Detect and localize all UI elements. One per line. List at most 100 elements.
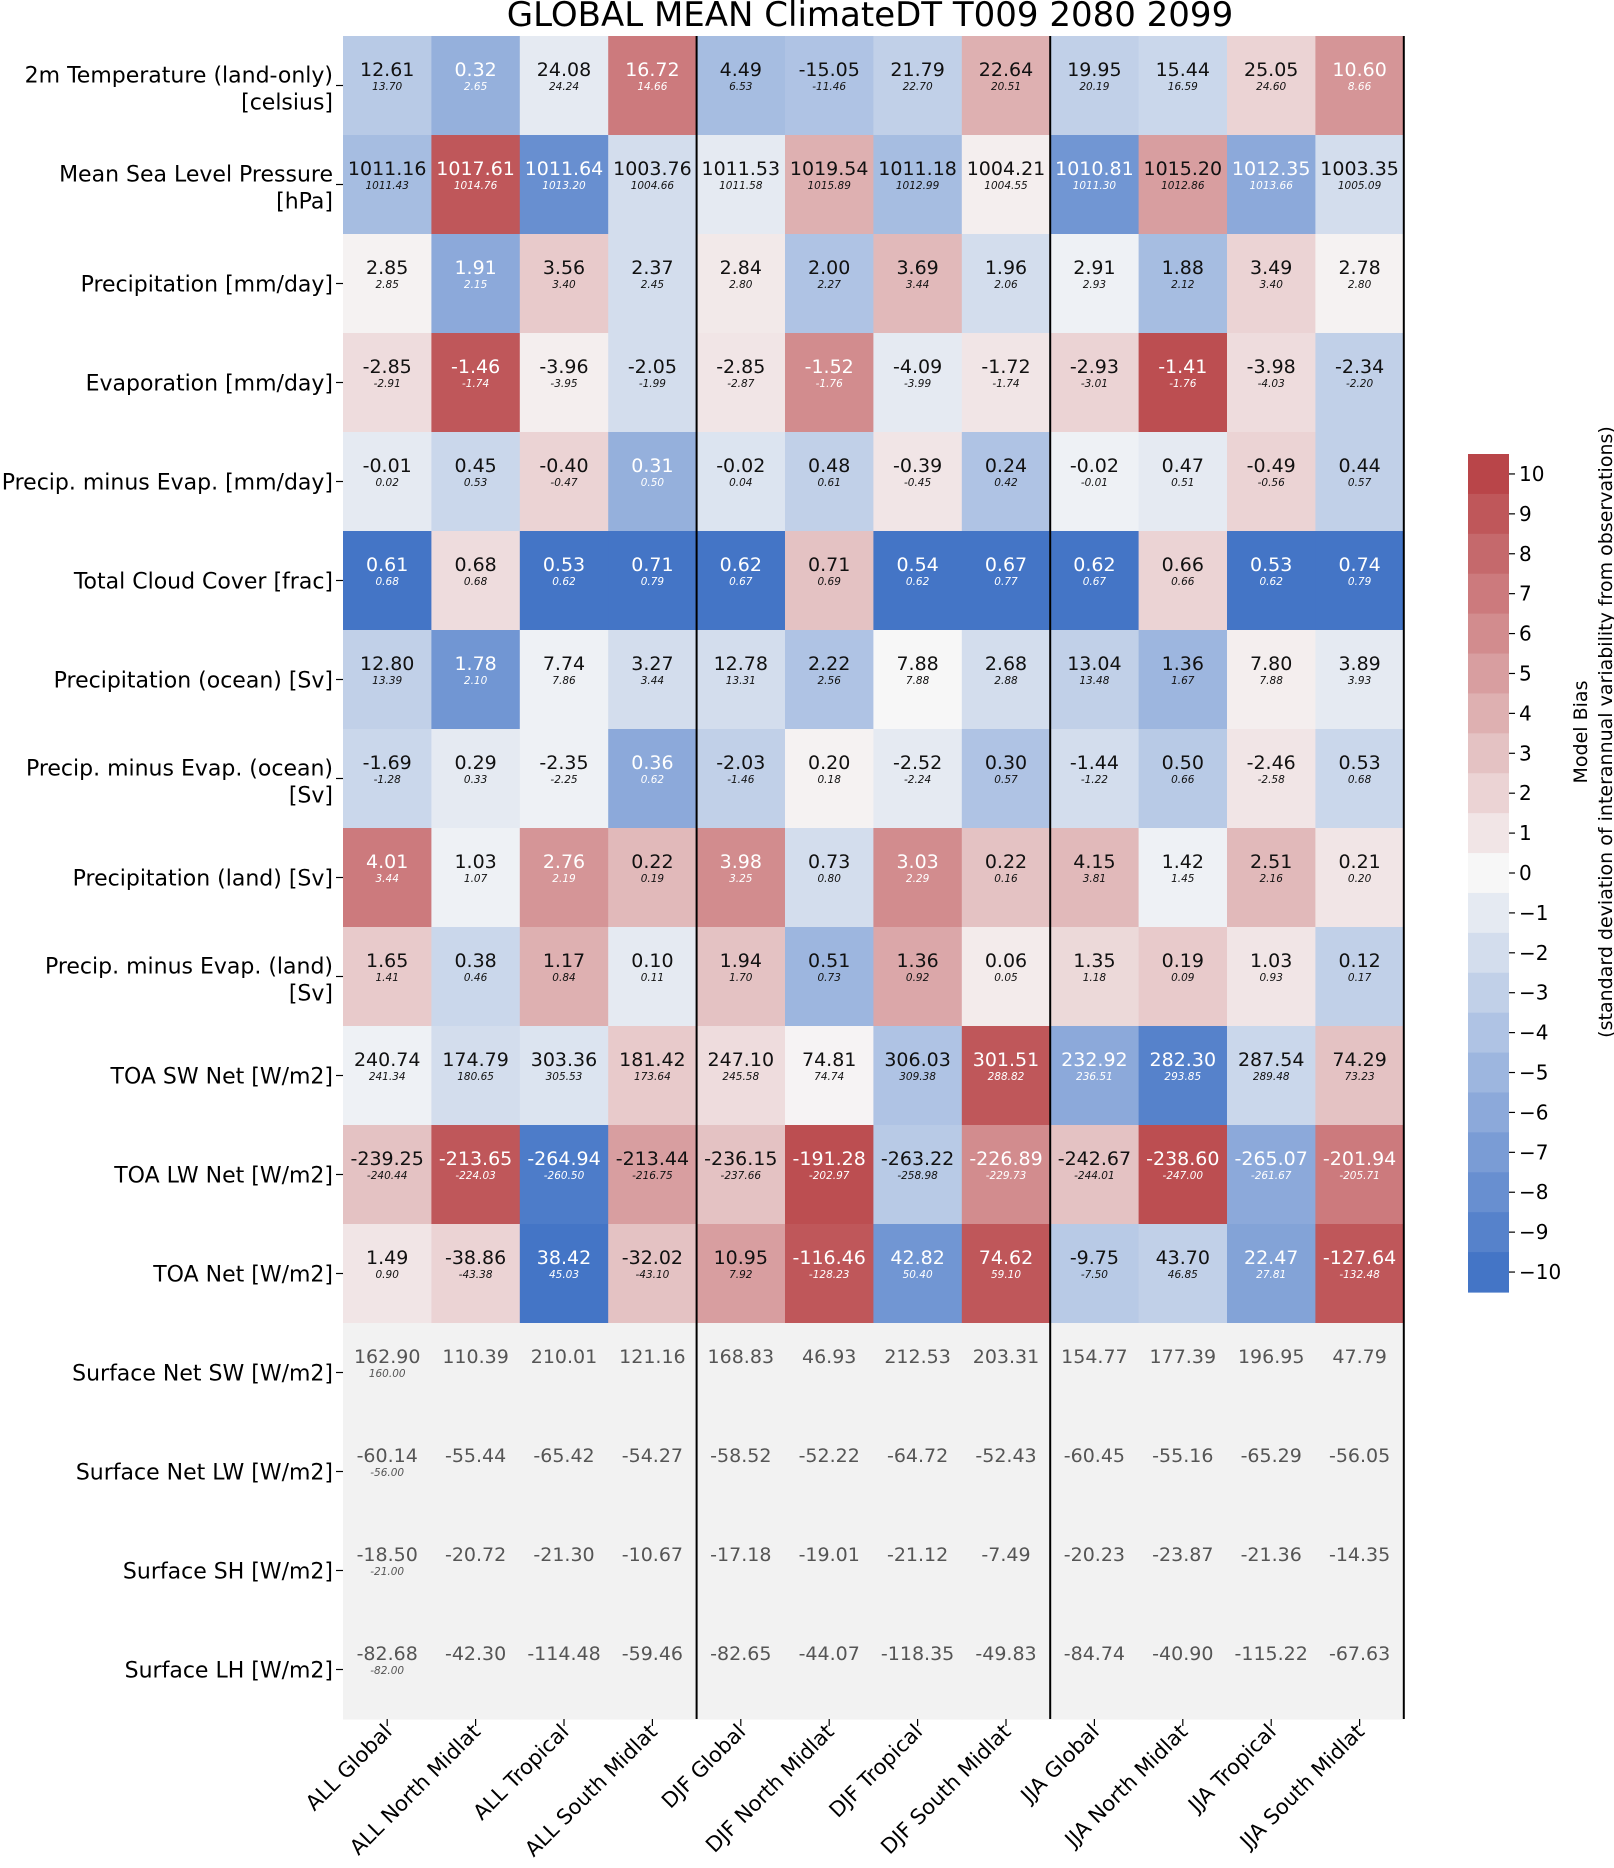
cell-value: -2.46 [1247, 752, 1296, 774]
heatmap-cell [343, 531, 432, 631]
row-label: Surface Net SW [W/m2] [72, 1362, 333, 1387]
heatmap-cell [696, 1125, 786, 1225]
heatmap-cell [961, 531, 1051, 631]
cell-obs-value: 236.51 [1076, 1071, 1113, 1083]
colorbar-tick-label: −5 [1519, 1061, 1548, 1085]
cell-value: 0.50 [1162, 752, 1204, 774]
heatmap-cell [1227, 432, 1316, 532]
cell-value: 19.95 [1067, 59, 1121, 81]
cell-obs-value: 0.62 [641, 774, 665, 786]
cell-obs-value: 2.27 [818, 279, 842, 291]
heatmap-cell [696, 135, 786, 235]
cell-value: 74.81 [802, 1049, 856, 1071]
cell-value: 0.66 [1162, 554, 1204, 576]
cell-obs-value: 0.90 [376, 1269, 400, 1281]
colorbar-tick-label: −1 [1519, 901, 1548, 925]
cell-obs-value: 59.10 [991, 1269, 1021, 1281]
colorbar-band [1468, 1052, 1509, 1094]
cell-value: 2.51 [1250, 851, 1292, 873]
cell-value: 240.74 [354, 1049, 420, 1071]
chart-title: GLOBAL MEAN ClimateDT T009 2080 2099 [507, 0, 1233, 35]
cell-value: 203.31 [973, 1346, 1039, 1368]
heatmap-cell [1138, 333, 1228, 433]
cell-value: 4.49 [720, 59, 762, 81]
column-label: JJA Tropical [1182, 1720, 1280, 1818]
heatmap-cell [696, 630, 786, 730]
heatmap-cell [961, 1323, 1051, 1423]
heatmap-cell [961, 1422, 1051, 1522]
row-label: Evaporation [mm/day] [86, 372, 333, 397]
cell-value: 2.22 [808, 653, 850, 675]
cell-obs-value: 0.79 [641, 576, 665, 588]
cell-value: 0.21 [1338, 851, 1380, 873]
cell-value: 1.65 [366, 950, 408, 972]
cell-value: 247.10 [708, 1049, 774, 1071]
cell-obs-value: 3.25 [729, 873, 753, 885]
cell-obs-value: 16.59 [1168, 81, 1198, 93]
cell-value: 38.42 [537, 1247, 591, 1269]
heatmap-cell [1138, 1026, 1228, 1126]
colorbar-tick-label: −7 [1519, 1140, 1548, 1164]
heatmap-cell [785, 927, 874, 1027]
cell-obs-value: 1013.20 [542, 180, 586, 192]
heatmap-cell [873, 1620, 963, 1720]
cell-value: 196.95 [1238, 1346, 1304, 1368]
heatmap-cell [785, 135, 874, 235]
heatmap-cell [431, 234, 521, 334]
heatmap-cell [343, 1620, 432, 1720]
cell-obs-value: 173.64 [634, 1071, 671, 1083]
cell-value: -242.67 [1058, 1148, 1131, 1170]
cell-obs-value: 0.50 [641, 477, 665, 489]
cell-value: -65.42 [533, 1445, 594, 1467]
cell-value: -65.29 [1241, 1445, 1302, 1467]
heatmap-cell [431, 36, 521, 136]
cell-value: 3.69 [896, 257, 938, 279]
cell-obs-value: 22.70 [903, 81, 933, 93]
cell-obs-value: 3.44 [906, 279, 929, 291]
cell-obs-value: 1012.86 [1161, 180, 1205, 192]
cell-obs-value: -237.66 [721, 1170, 762, 1182]
colorbar-tick-label: 5 [1519, 661, 1532, 685]
row-label: Precipitation [mm/day] [81, 273, 333, 298]
cell-value: 154.77 [1061, 1346, 1127, 1368]
heatmap-cell [1315, 729, 1405, 829]
heatmap-cell [1227, 234, 1316, 334]
cell-obs-value: 2.16 [1260, 873, 1284, 885]
heatmap-cell [873, 432, 963, 532]
cell-obs-value: 2.80 [1348, 279, 1372, 291]
cell-obs-value: 1.70 [729, 972, 753, 984]
colorbar-tick-label: −6 [1519, 1100, 1548, 1124]
row-label: Surface SH [W/m2] [123, 1560, 333, 1585]
cell-value: -191.28 [793, 1148, 866, 1170]
row-label: Total Cloud Cover [frac] [73, 570, 333, 595]
cell-value: 181.42 [619, 1049, 685, 1071]
cell-value: 46.93 [802, 1346, 856, 1368]
cell-value: -127.64 [1323, 1247, 1396, 1269]
cell-value: -17.18 [710, 1544, 771, 1566]
cell-value: -1.52 [805, 356, 854, 378]
heatmap-cell [961, 927, 1051, 1027]
colorbar-band [1468, 1012, 1509, 1054]
colorbar-band [1468, 493, 1509, 535]
cell-obs-value: 0.67 [729, 576, 753, 588]
cell-obs-value: -43.38 [459, 1269, 493, 1281]
cell-value: 0.73 [808, 851, 850, 873]
cell-value: -1.69 [363, 752, 412, 774]
cell-value: 0.48 [808, 455, 850, 477]
cell-value: -239.25 [351, 1148, 424, 1170]
heatmap-cell [519, 927, 609, 1027]
cell-obs-value: -0.47 [550, 477, 577, 489]
heatmap-cell [1315, 234, 1405, 334]
heatmap-cell [696, 828, 786, 928]
colorbar-band [1468, 972, 1509, 1014]
cell-obs-value: 2.19 [552, 873, 576, 885]
heatmap-cell [519, 1521, 609, 1621]
heatmap-cell [785, 1224, 874, 1324]
heatmap-cell [519, 234, 609, 334]
heatmap-cell [343, 630, 432, 730]
colorbar-band [1468, 853, 1509, 894]
cell-obs-value: 309.38 [899, 1071, 936, 1083]
cell-value: 287.54 [1238, 1049, 1304, 1071]
heatmap-cell [696, 927, 786, 1027]
heatmap-cell [961, 135, 1051, 235]
